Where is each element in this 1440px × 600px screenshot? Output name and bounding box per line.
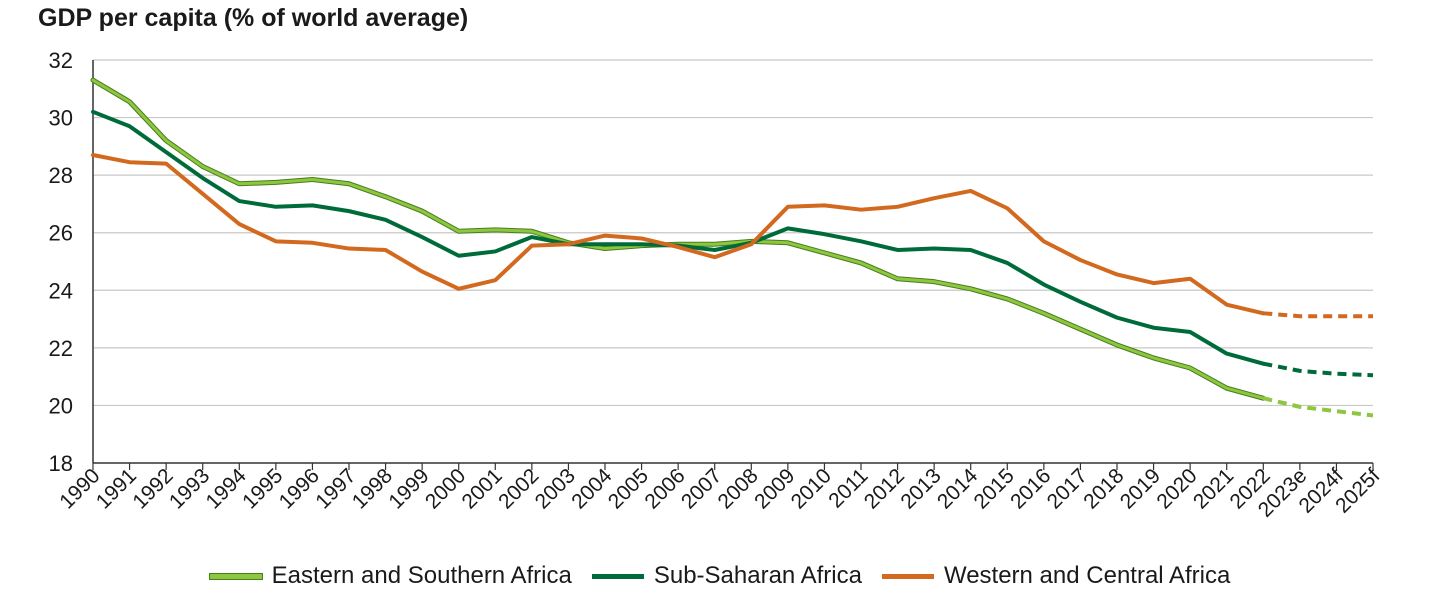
- x-tick-label: 2011: [824, 464, 872, 512]
- x-tick-label: 2002: [494, 464, 543, 513]
- legend-item-sub-saharan: Sub-Saharan Africa: [591, 562, 862, 590]
- x-tick-label: 2016: [1006, 464, 1055, 513]
- series-forecast-line-2: [1263, 311, 1373, 319]
- legend-label-sub-saharan: Sub-Saharan Africa: [653, 562, 862, 589]
- x-tick-label: 2021: [1189, 464, 1238, 513]
- x-tick-label: 1998: [348, 464, 397, 513]
- y-tick-label: 22: [49, 336, 73, 361]
- x-tick-label: 2006: [640, 464, 689, 513]
- series-line-2: [91, 152, 1266, 316]
- y-tick-label: 30: [49, 106, 73, 131]
- y-tick-label: 32: [49, 48, 73, 73]
- x-tick-label: 1995: [238, 464, 287, 513]
- legend-swatch-sub-saharan: [591, 573, 644, 579]
- legend-swatch-eastern-southern: [209, 573, 262, 579]
- x-tick-label: 2004: [567, 464, 617, 514]
- x-tick-label: 2014: [933, 464, 983, 514]
- x-tick-label: 2013: [896, 464, 945, 513]
- x-tick-label: 2019: [1116, 464, 1165, 513]
- y-tick-label: 18: [49, 451, 73, 476]
- x-tick-label: 2000: [421, 464, 470, 513]
- legend-item-western-central: Western and Central Africa: [881, 562, 1231, 590]
- x-tick-label: 2012: [860, 464, 909, 513]
- x-tick-label: 2008: [714, 464, 763, 513]
- x-tick-label: 2020: [1152, 464, 1201, 513]
- x-tick-label: 2018: [1079, 464, 1128, 513]
- x-tick-label: 1997: [311, 464, 360, 513]
- x-tick-label: 2007: [677, 464, 726, 513]
- x-tick-label: 1994: [202, 464, 252, 514]
- x-tick-label: 1996: [275, 464, 324, 513]
- x-tick-label: 2015: [970, 464, 1019, 513]
- legend-swatch-western-central: [881, 573, 934, 579]
- x-tick-label: 2009: [750, 464, 799, 513]
- x-tick-label: 2001: [458, 464, 507, 513]
- y-tick-label: 28: [49, 163, 73, 188]
- legend-item-eastern-southern: Eastern and Southern Africa: [209, 562, 572, 590]
- legend: Eastern and Southern Africa Sub-Saharan …: [0, 562, 1440, 590]
- x-tick-label: 2003: [531, 464, 580, 513]
- x-tick-label: 1993: [165, 464, 214, 513]
- series-forecast-line-1: [1262, 361, 1374, 378]
- x-tick-label: 1992: [128, 464, 177, 513]
- y-tick-label: 26: [49, 221, 73, 246]
- x-tick-label: 2010: [787, 464, 836, 513]
- series-forecast-line-0: [1262, 396, 1374, 418]
- x-tick-label: 2017: [1043, 464, 1092, 513]
- legend-label-western-central: Western and Central Africa: [943, 562, 1231, 589]
- x-tick-label: 2005: [604, 464, 653, 513]
- y-tick-label: 24: [49, 278, 73, 303]
- y-tick-label: 20: [49, 393, 73, 418]
- x-tick-label: 1991: [92, 464, 141, 513]
- legend-label-eastern-southern: Eastern and Southern Africa: [271, 562, 572, 589]
- chart-title: GDP per capita (% of world average): [38, 4, 469, 32]
- x-tick-label: 1999: [384, 464, 433, 513]
